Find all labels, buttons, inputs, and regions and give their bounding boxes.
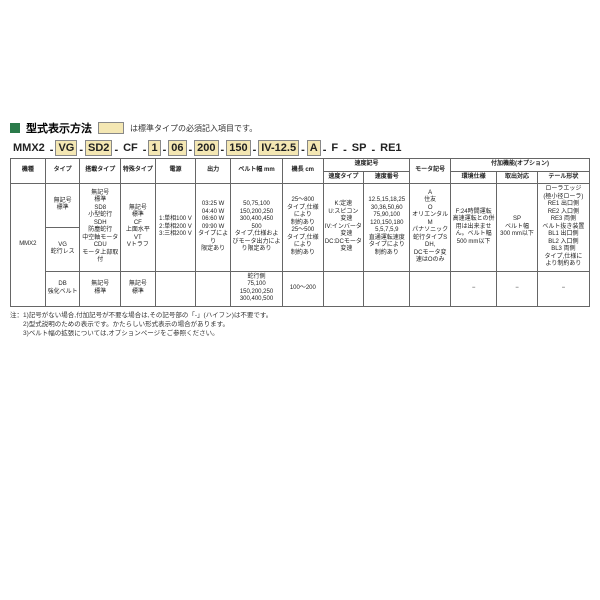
table-row: MMX2無記号標準無記号標準SD8小型蛇行SDH防塵蛇行中空軸モータCDUモータ… [11, 184, 590, 228]
table-header-cell: 機長 cm [283, 159, 324, 184]
table-cell: K:定速U:スピコン 変速IV:インバータ 変速DC:DCモータ 変速 [323, 184, 364, 272]
model-segment-text: IV-12.5 [258, 140, 299, 156]
table-header-cell: タイプ [45, 159, 80, 184]
table-cell: MMX2 [11, 184, 46, 307]
model-dash: - [252, 144, 258, 156]
title-row: 型式表示方法 は標準タイプの必須記入項目です。 [10, 120, 590, 136]
footnotes: 注：1)記号がない場合,付加記号が不要な場合は,その記号部の「-」(ハイフン)は… [10, 311, 590, 338]
table-header-row: 機種タイプ搭載タイプ特殊タイプ電源出力ベルト幅 mm機長 cm速度記号モータ記号… [11, 159, 590, 172]
model-segment: 150 [226, 140, 250, 156]
table-header-cell: 搭載タイプ [80, 159, 121, 184]
table-cell [323, 271, 364, 306]
legend-swatch [98, 122, 124, 134]
table-header-cell: モータ記号 [410, 159, 451, 184]
model-dash: - [370, 144, 376, 156]
table-header-cell: 出力 [196, 159, 231, 184]
table-cell [155, 271, 196, 306]
table-header-cell: 速度記号 [323, 159, 410, 172]
model-segment-text: SP [349, 140, 370, 156]
footnote-line: 3)ベルト幅の拡張については,オプションページをご参照ください。 [10, 329, 590, 338]
model-segment: SP [349, 140, 370, 156]
table-cell: − [450, 271, 496, 306]
table-cell: 無記号標準CF上面水平VTVトラフ [120, 184, 155, 272]
table-header-cell: ベルト幅 mm [230, 159, 282, 184]
table-row: DB強化ベルト無記号標準無記号標準蛇行側75,100150,200,250300… [11, 271, 590, 306]
table-cell: 無記号標準 [45, 184, 80, 228]
table-cell: 50,75,100150,200,250300,400,450500タイプ,仕様… [230, 184, 282, 272]
table-cell: VG蛇行レス [45, 227, 80, 271]
legend-text: は標準タイプの必須記入項目です。 [130, 123, 257, 134]
table-header-cell: 機種 [11, 159, 46, 184]
table-cell: 25〜800タイプ,仕様により制約あり25〜500タイプ,仕様により制約あり [283, 184, 324, 272]
model-segment: SD2 [85, 140, 112, 156]
table-cell [410, 271, 451, 306]
model-dash: - [78, 144, 84, 156]
model-segment-text: MMX2 [10, 140, 48, 156]
model-segment-text: VG [55, 140, 77, 156]
model-segment-text: 1 [148, 140, 160, 156]
table-cell: SPベルト幅300 mm以下 [497, 184, 538, 272]
title-square-icon [10, 123, 20, 133]
model-segment: RE1 [377, 140, 404, 156]
page-title: 型式表示方法 [26, 120, 92, 136]
model-dash: - [113, 144, 119, 156]
table-cell: 無記号標準 [80, 271, 121, 306]
table-cell [364, 271, 410, 306]
table-header-cell: 付加機能(オプション) [450, 159, 589, 172]
model-segment: MMX2 [10, 140, 48, 156]
model-segment-text: CF [120, 140, 141, 156]
model-dash: - [220, 144, 226, 156]
model-dash: - [49, 144, 55, 156]
model-segment: A [307, 140, 321, 156]
table-cell: ローラエッジ(極小径ローラ)RE1 出口側RE2 入口側RE3 両側ベルト抜き装… [537, 184, 589, 272]
model-segment: F [328, 140, 341, 156]
model-segment-text: A [307, 140, 321, 156]
table-cell: − [497, 271, 538, 306]
model-segment: 06 [168, 140, 186, 156]
table-cell: F:24時間運転高速運転との併用は出来ません。ベルト幅500 mm以下 [450, 184, 496, 272]
table-cell: A住友OオリエンタルMパナソニック蛇行タイプSDH,DCモータ変速はOのみ [410, 184, 451, 272]
spec-table: 機種タイプ搭載タイプ特殊タイプ電源出力ベルト幅 mm機長 cm速度記号モータ記号… [10, 158, 590, 307]
model-segment: VG [55, 140, 77, 156]
model-dash: - [162, 144, 168, 156]
model-segment-text: 150 [226, 140, 250, 156]
model-number-row: MMX2-VG-SD2-CF-1-06-200-150-IV-12.5-A-F-… [10, 140, 590, 156]
table-cell: DB強化ベルト [45, 271, 80, 306]
table-header-cell: テール形状 [537, 171, 589, 184]
model-dash: - [142, 144, 148, 156]
model-segment-text: SD2 [85, 140, 112, 156]
table-cell: 無記号標準SD8小型蛇行SDH防塵蛇行中空軸モータCDUモータ上部取付 [80, 184, 121, 272]
table-cell: 蛇行側75,100150,200,250300,400,500 [230, 271, 282, 306]
table-header-cell: 速度タイプ [323, 171, 364, 184]
table-cell: 03:25 W04:40 W06:60 W09:90 Wタイプにより限定あり [196, 184, 231, 272]
model-segment-text: RE1 [377, 140, 404, 156]
table-header-cell: 速度番号 [364, 171, 410, 184]
model-dash: - [322, 144, 328, 156]
model-dash: - [300, 144, 306, 156]
model-segment: IV-12.5 [258, 140, 299, 156]
model-segment-text: F [328, 140, 341, 156]
table-cell: − [537, 271, 589, 306]
table-header-cell: 電源 [155, 159, 196, 184]
table-header-cell: 特殊タイプ [120, 159, 155, 184]
footnote-line: 注：1)記号がない場合,付加記号が不要な場合は,その記号部の「-」(ハイフン)は… [10, 311, 590, 320]
model-segment: 1 [148, 140, 160, 156]
table-header-cell: 取出対応 [497, 171, 538, 184]
model-dash: - [342, 144, 348, 156]
model-segment: CF [120, 140, 141, 156]
table-cell: 無記号標準 [120, 271, 155, 306]
model-segment-text: 200 [194, 140, 218, 156]
model-dash: - [188, 144, 194, 156]
table-cell: 100〜200 [283, 271, 324, 306]
model-segment-text: 06 [168, 140, 186, 156]
footnote-line: 2)型式説明のための表示です。かたらしい形式表示の場合があります。 [10, 320, 590, 329]
model-segment: 200 [194, 140, 218, 156]
table-cell [196, 271, 231, 306]
table-cell: 12.5,15,18,2530,36,50,6075,90,100120,150… [364, 184, 410, 272]
table-header-cell: 環境仕様 [450, 171, 496, 184]
table-cell: 1:単相100 V2:単相200 V3:三相200 V [155, 184, 196, 272]
